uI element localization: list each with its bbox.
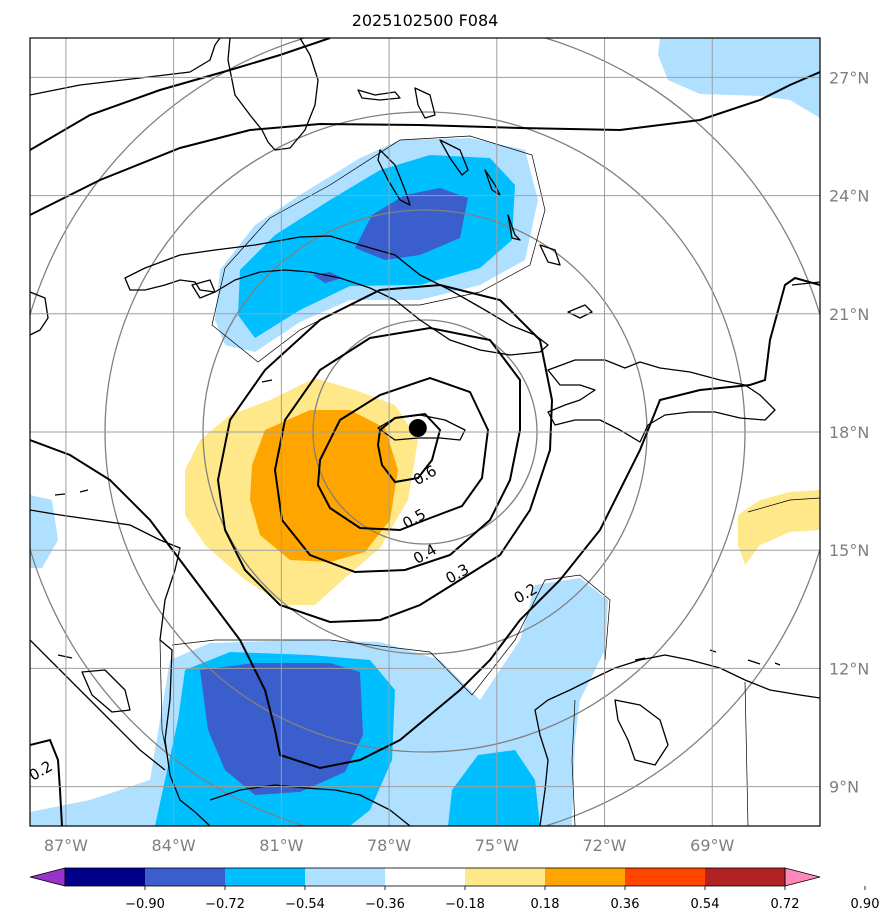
coast-bahamas-3 xyxy=(484,169,501,196)
map-frame xyxy=(29,37,821,827)
lat-tick-label-1: 24°N xyxy=(829,187,869,206)
coast-puerto-rico xyxy=(791,281,820,286)
colorbar-swatch-2 xyxy=(225,868,306,886)
contour-0.4 xyxy=(273,326,521,574)
longitude-tick-labels: 87°W 84°W 81°W 78°W 75°W 72°W 69°W xyxy=(44,836,735,855)
contours xyxy=(30,38,820,826)
colorbar-swatch-5 xyxy=(465,868,546,886)
borders xyxy=(159,639,749,826)
storm-center-marker xyxy=(408,419,427,438)
contour-north-1 xyxy=(30,38,331,151)
fill-outline xyxy=(171,135,820,696)
lat-lon-grid xyxy=(30,38,820,826)
fill-ne-light-blue xyxy=(658,38,820,118)
lon-tick-label-0: 87°W xyxy=(44,836,88,855)
colorbar-swatch-1 xyxy=(145,868,226,886)
colorbar-swatch-8 xyxy=(705,868,786,886)
colorbar-swatch-0 xyxy=(65,868,146,886)
coast-cuba xyxy=(124,235,549,356)
coast-isla-juventud xyxy=(191,279,216,299)
colorbar-swatch-7 xyxy=(625,868,706,886)
colorbar-swatch-6 xyxy=(545,868,626,886)
lat-tick-label-0: 27°N xyxy=(829,68,869,87)
colorbar-swatch-4 xyxy=(385,868,466,886)
coastlines xyxy=(30,38,820,826)
coast-central-america xyxy=(30,291,211,826)
colorbar-tick-label-8: 0.72 xyxy=(771,897,800,912)
lon-tick-label-1: 84°W xyxy=(152,836,196,855)
contour-north-2 xyxy=(30,71,820,216)
latitude-tick-labels: 27°N 24°N 21°N 18°N 15°N 12°N 9°N xyxy=(829,68,869,796)
fill-nw-royal-blue xyxy=(355,188,468,260)
coast-bahamas-2 xyxy=(439,139,469,176)
contour-0.5 xyxy=(316,376,490,532)
colorbar-tick-label-0: −0.90 xyxy=(125,897,165,912)
fill-nw-royal-blue-small xyxy=(313,272,342,283)
lon-tick-label-3: 78°W xyxy=(367,836,411,855)
contour-0.6 xyxy=(376,412,442,484)
colorbar-tick-label-1: −0.72 xyxy=(205,897,245,912)
coast-bahamas-6 xyxy=(357,89,401,101)
coast-nicaragua-lake xyxy=(81,669,131,713)
map-area: 0.60.50.40.30.20.2 xyxy=(30,38,820,826)
colorbar-tick-label-3: −0.36 xyxy=(365,897,405,912)
coast-bahamas-7 xyxy=(414,87,436,119)
colorbar: −0.90 −0.72 −0.54 −0.36 −0.18 0.18 0.36 0.54 0.7… xyxy=(29,867,880,912)
fill-south-cyan-east xyxy=(448,750,540,826)
lon-tick-label-2: 81°W xyxy=(259,836,303,855)
colorbar-swatch-3 xyxy=(305,868,386,886)
coast-caicos xyxy=(567,304,593,319)
lon-tick-label-6: 69°W xyxy=(690,836,734,855)
coast-bahamas-4 xyxy=(507,214,521,241)
coast-cayman xyxy=(261,379,273,383)
coast-florida xyxy=(30,38,319,151)
coast-small-west xyxy=(54,489,89,496)
colorbar-frame xyxy=(64,867,786,887)
colorbar-tick-label-7: 0.54 xyxy=(691,897,720,912)
colorbar-tick-label-5: 0.18 xyxy=(531,897,560,912)
lon-tick-label-4: 75°W xyxy=(475,836,519,855)
lat-tick-label-2: 21°N xyxy=(829,305,869,324)
colorbar-extend-low xyxy=(29,867,66,887)
colorbar-extend-high xyxy=(784,867,821,887)
contour-0.2 xyxy=(30,276,820,770)
coast-maracaibo xyxy=(614,699,669,766)
contour-0.3 xyxy=(216,283,554,624)
map-title: 2025102500 F084 xyxy=(352,11,499,30)
contour-0.2-sw xyxy=(30,738,63,826)
coast-small-south xyxy=(57,649,781,666)
lat-tick-label-5: 12°N xyxy=(829,659,869,678)
lat-tick-label-4: 15°N xyxy=(829,541,869,560)
lat-tick-label-3: 18°N xyxy=(829,423,869,442)
colorbar-tick-label-4: −0.18 xyxy=(445,897,485,912)
colorbar-tick-label-2: −0.54 xyxy=(285,897,325,912)
lon-tick-label-5: 72°W xyxy=(582,836,626,855)
colorbar-tick-label-9: 0.90 xyxy=(851,897,880,912)
colorbar-tick-label-6: 0.36 xyxy=(611,897,640,912)
lat-tick-label-6: 9°N xyxy=(829,778,859,797)
coast-bahamas-5 xyxy=(539,244,561,266)
coast-bahamas-1 xyxy=(377,149,411,206)
coast-hispaniola xyxy=(547,359,776,443)
